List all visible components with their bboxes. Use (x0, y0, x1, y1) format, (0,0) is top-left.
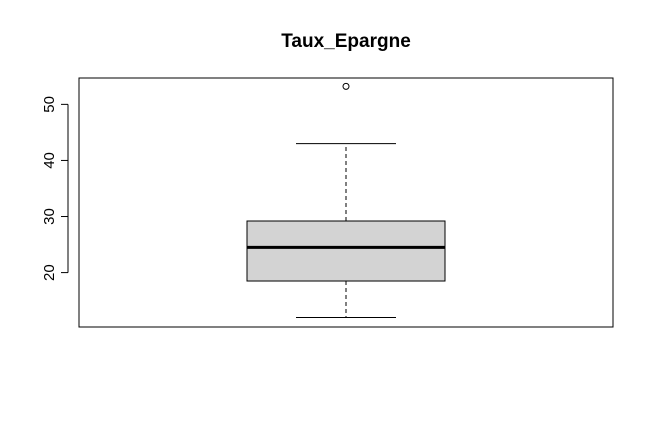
y-tick-label: 30 (41, 208, 58, 225)
y-tick-label: 50 (41, 96, 58, 113)
plot-frame (78, 77, 614, 328)
y-axis: 20 30 40 50 (41, 96, 69, 281)
chart-title: Taux_Epargne (281, 31, 411, 52)
outlier-point (342, 82, 350, 90)
y-tick-label: 40 (41, 152, 58, 169)
iqr-box (246, 220, 446, 282)
y-tick-label: 20 (41, 264, 58, 281)
box-group (246, 82, 446, 318)
